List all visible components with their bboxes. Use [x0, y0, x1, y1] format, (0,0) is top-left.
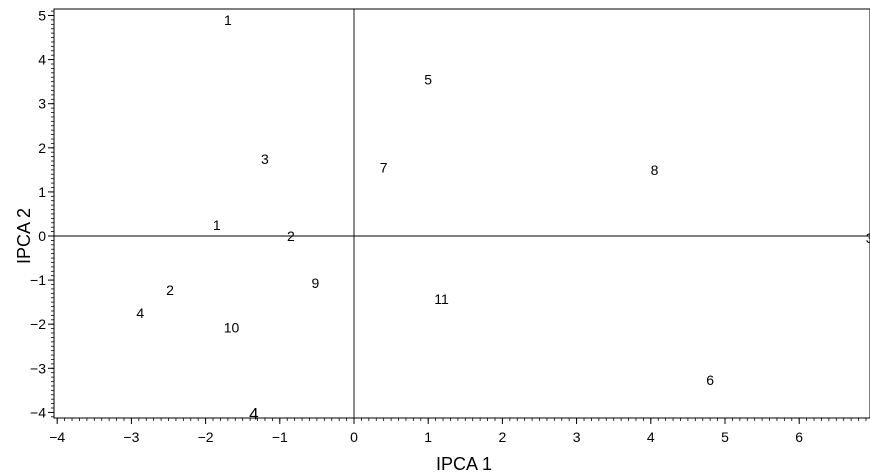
point-label: 1	[224, 12, 232, 28]
y-tick-label: 4	[38, 52, 46, 68]
y-tick-label: 5	[38, 8, 46, 24]
point-label: 5	[424, 71, 432, 87]
x-tick-label: 6	[795, 429, 803, 445]
y-tick-label: −1	[30, 272, 46, 288]
axes	[53, 8, 870, 419]
x-tick-label: 5	[721, 429, 729, 445]
x-tick-label: −2	[198, 429, 214, 445]
x-tick-label: 0	[350, 429, 358, 445]
point-label: 10	[224, 320, 240, 336]
point-label: 9	[312, 275, 320, 291]
tick-marks: −4 −3 −2 −1 0 1 2 3 4 5 6 7 −4 −3 −2 −1 0 1 2 3 4 5	[30, 8, 870, 446]
point-label: 11	[434, 291, 449, 307]
y-tick-label: −2	[30, 316, 46, 332]
point-label: 3	[261, 151, 269, 167]
point-label: 2	[287, 228, 295, 244]
point-label: 2	[166, 282, 174, 298]
point-label: 3	[866, 230, 870, 246]
point-label: 1	[213, 217, 221, 233]
point-labels: 1 5 3 7 8 1 2 3 9 2 11 4 10 6 4	[136, 12, 870, 424]
y-tick-label: 3	[38, 96, 46, 112]
y-tick-label: 2	[38, 140, 46, 156]
x-tick-label: −4	[49, 429, 65, 445]
point-label: 8	[651, 162, 659, 178]
x-tick-label: 2	[499, 429, 507, 445]
y-tick-label: −4	[30, 404, 46, 420]
x-tick-label: −1	[272, 429, 288, 445]
plot-frame	[53, 8, 870, 419]
point-label: 4	[249, 405, 258, 424]
x-tick-label: 4	[647, 429, 655, 445]
y-tick-label: 1	[38, 184, 46, 200]
x-tick-label: 3	[573, 429, 581, 445]
y-tick-label: −3	[30, 360, 46, 376]
x-axis-title: IPCA 1	[436, 454, 492, 474]
point-label: 4	[136, 305, 144, 321]
y-axis-title: IPCA 2	[14, 208, 34, 264]
y-tick-label: 0	[38, 228, 46, 244]
x-tick-label: 1	[424, 429, 432, 445]
x-tick-label: −3	[123, 429, 139, 445]
point-label: 6	[706, 372, 714, 388]
point-label: 7	[380, 160, 388, 176]
